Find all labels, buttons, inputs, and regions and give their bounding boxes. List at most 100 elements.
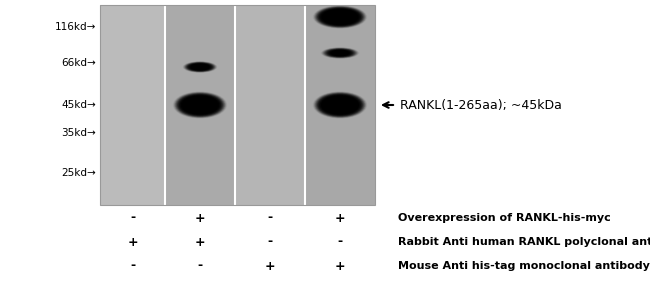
Ellipse shape	[326, 98, 354, 112]
Ellipse shape	[335, 102, 345, 107]
Ellipse shape	[323, 97, 357, 113]
Ellipse shape	[328, 12, 352, 22]
Ellipse shape	[315, 6, 365, 27]
Ellipse shape	[334, 51, 346, 55]
Ellipse shape	[320, 8, 360, 26]
Ellipse shape	[313, 92, 367, 118]
Ellipse shape	[332, 51, 348, 55]
Ellipse shape	[190, 100, 211, 110]
Ellipse shape	[186, 62, 214, 72]
Ellipse shape	[318, 94, 361, 116]
Bar	[235, 5, 305, 205]
Ellipse shape	[327, 98, 354, 112]
Ellipse shape	[333, 14, 346, 20]
Ellipse shape	[317, 93, 363, 117]
Ellipse shape	[330, 13, 350, 21]
Ellipse shape	[336, 52, 344, 54]
Ellipse shape	[337, 16, 343, 18]
Ellipse shape	[179, 95, 220, 115]
Ellipse shape	[192, 64, 209, 70]
Ellipse shape	[333, 51, 346, 55]
Ellipse shape	[327, 11, 354, 23]
Ellipse shape	[181, 95, 219, 114]
Ellipse shape	[190, 64, 211, 70]
Ellipse shape	[330, 100, 350, 110]
Text: 25kd→: 25kd→	[61, 168, 96, 178]
Ellipse shape	[331, 100, 349, 110]
Text: +: +	[195, 211, 205, 225]
Ellipse shape	[328, 99, 352, 111]
Ellipse shape	[192, 101, 209, 109]
Ellipse shape	[193, 65, 207, 69]
Ellipse shape	[187, 98, 213, 112]
Ellipse shape	[335, 15, 345, 19]
Ellipse shape	[337, 52, 343, 54]
Ellipse shape	[332, 14, 348, 20]
Ellipse shape	[184, 62, 216, 72]
Ellipse shape	[338, 104, 342, 106]
Ellipse shape	[176, 93, 224, 117]
Ellipse shape	[174, 92, 227, 118]
Ellipse shape	[324, 97, 356, 113]
Ellipse shape	[314, 92, 366, 118]
Ellipse shape	[182, 96, 218, 114]
Ellipse shape	[326, 49, 354, 57]
Ellipse shape	[176, 93, 224, 117]
Ellipse shape	[194, 102, 206, 108]
Ellipse shape	[324, 48, 356, 58]
Ellipse shape	[186, 98, 214, 112]
Ellipse shape	[328, 99, 352, 111]
Ellipse shape	[198, 66, 203, 68]
Text: +: +	[335, 260, 345, 272]
Ellipse shape	[331, 13, 349, 21]
Ellipse shape	[337, 103, 343, 107]
Ellipse shape	[177, 94, 222, 116]
Ellipse shape	[190, 64, 209, 70]
Ellipse shape	[333, 14, 347, 20]
Ellipse shape	[332, 13, 348, 21]
Ellipse shape	[194, 65, 206, 69]
Ellipse shape	[334, 102, 346, 108]
Ellipse shape	[332, 51, 348, 55]
Ellipse shape	[199, 104, 202, 106]
Ellipse shape	[186, 62, 214, 72]
Ellipse shape	[322, 96, 358, 114]
Ellipse shape	[331, 50, 349, 56]
Ellipse shape	[318, 7, 363, 27]
Ellipse shape	[322, 48, 358, 58]
Text: +: +	[335, 211, 345, 225]
Ellipse shape	[183, 97, 217, 113]
Ellipse shape	[319, 95, 361, 116]
Ellipse shape	[339, 104, 341, 106]
Ellipse shape	[320, 95, 359, 115]
Text: Mouse Anti his-tag monoclonal antibody: Mouse Anti his-tag monoclonal antibody	[398, 261, 650, 271]
Text: www.ptglab.com: www.ptglab.com	[133, 76, 138, 134]
Ellipse shape	[196, 66, 203, 68]
Text: -: -	[267, 211, 272, 225]
Ellipse shape	[324, 97, 356, 113]
Ellipse shape	[190, 100, 210, 110]
Ellipse shape	[333, 51, 348, 55]
Ellipse shape	[337, 15, 343, 18]
Ellipse shape	[328, 50, 352, 56]
Ellipse shape	[313, 6, 367, 28]
Ellipse shape	[188, 99, 212, 111]
Ellipse shape	[194, 65, 205, 69]
Ellipse shape	[185, 62, 215, 72]
Text: +: +	[195, 236, 205, 248]
Ellipse shape	[193, 102, 207, 109]
Ellipse shape	[329, 99, 351, 111]
Ellipse shape	[338, 52, 342, 54]
Ellipse shape	[325, 11, 355, 23]
Ellipse shape	[320, 95, 360, 115]
Ellipse shape	[188, 63, 212, 71]
Ellipse shape	[187, 62, 213, 72]
Ellipse shape	[328, 49, 352, 57]
Ellipse shape	[188, 63, 212, 71]
Ellipse shape	[185, 62, 215, 72]
Ellipse shape	[194, 102, 205, 108]
Ellipse shape	[336, 103, 344, 107]
Ellipse shape	[196, 65, 205, 69]
Ellipse shape	[326, 11, 354, 23]
Ellipse shape	[328, 12, 352, 22]
